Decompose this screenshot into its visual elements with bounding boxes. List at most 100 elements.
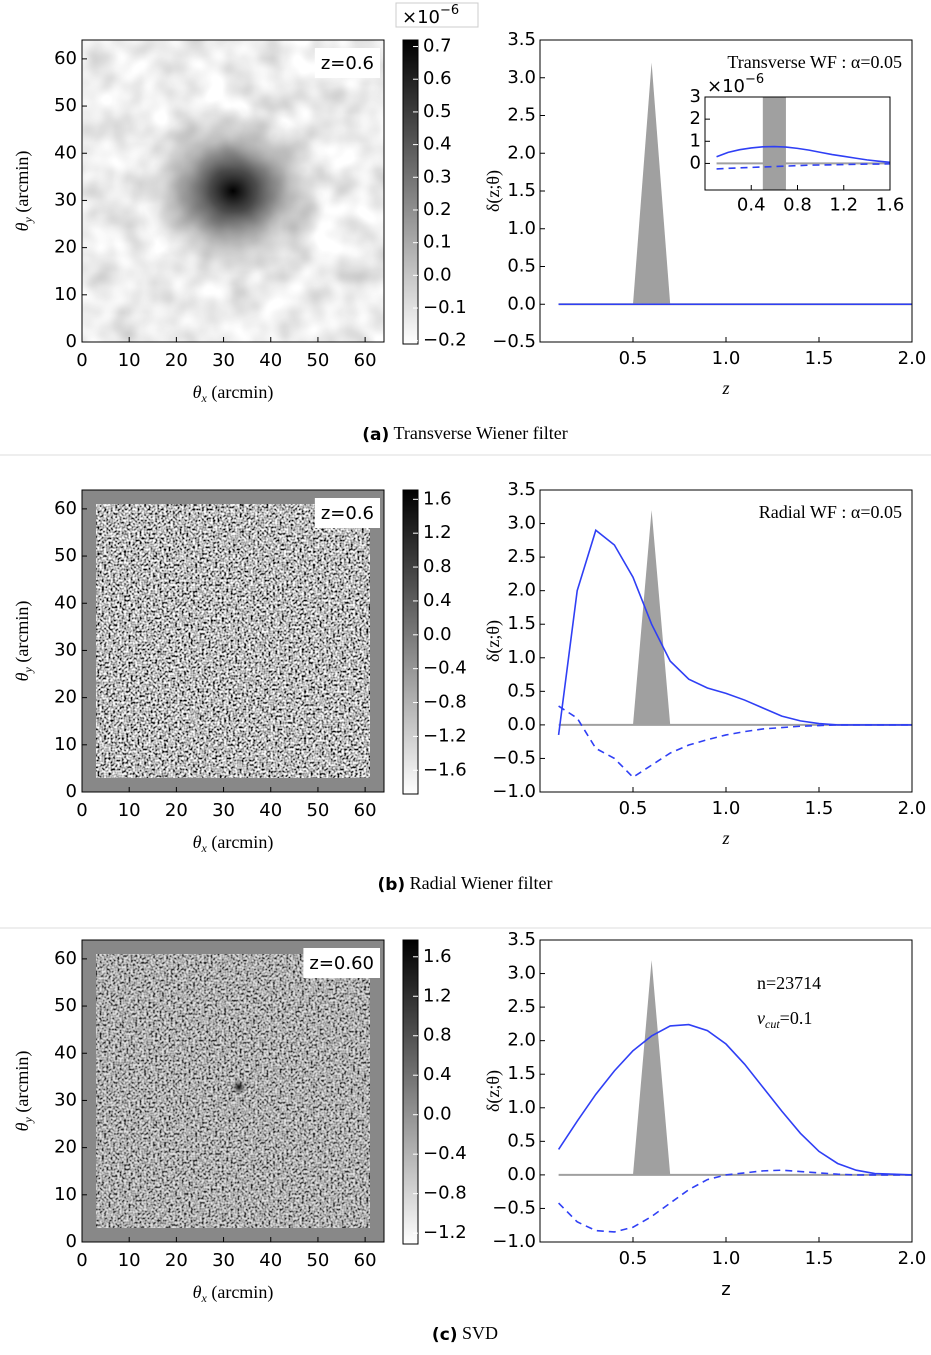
subscript: x bbox=[201, 841, 208, 855]
annotation: n=23714 bbox=[757, 973, 821, 993]
y-tick-label: 2.5 bbox=[507, 105, 536, 126]
x-axis-label: z bbox=[721, 378, 729, 398]
y-tick-label: 0 bbox=[66, 1231, 77, 1252]
x-tick-label: 0 bbox=[76, 350, 87, 371]
symbol: θ bbox=[12, 222, 32, 231]
x-axis-label: z bbox=[721, 1279, 730, 1300]
symbol: θ bbox=[193, 1282, 202, 1302]
plot: 0.5 1.0 1.5 2.0 −1.0 −0.5 0.0 0.5 1.0 1.5 2.0 2.5 3.… bbox=[492, 929, 926, 1269]
x-tick-label: 0.5 bbox=[619, 1248, 648, 1269]
y-tick-label: 0.5 bbox=[507, 680, 536, 701]
x-tick-label: 1.6 bbox=[876, 194, 905, 215]
map-blob bbox=[231, 1079, 247, 1095]
y-axis-label: δ(z;θ) bbox=[483, 170, 504, 212]
y-tick-label: 3.0 bbox=[507, 963, 536, 984]
colorbar-tick-label: −1.6 bbox=[423, 759, 467, 780]
colorbar-tick-label: 0.6 bbox=[423, 68, 452, 89]
y-tick-label: −0.5 bbox=[492, 747, 536, 768]
colorbar-tick-label: 0.0 bbox=[423, 624, 452, 645]
y-tick-label: 2.0 bbox=[507, 142, 536, 163]
annotation: z=0.60 bbox=[309, 953, 374, 974]
y-tick-label: 1.5 bbox=[507, 1063, 536, 1084]
colorbar-tick-label: 1.6 bbox=[423, 488, 452, 509]
x-tick-label: 2.0 bbox=[898, 798, 927, 819]
y-tick-label: 0.0 bbox=[507, 714, 536, 735]
y-tick-label: 40 bbox=[54, 1042, 77, 1063]
x-tick-label: 10 bbox=[118, 800, 141, 821]
colorbar-tick-label: 0.8 bbox=[423, 1025, 452, 1046]
plot: 0.5 1.0 1.5 2.0 −0.5 0.0 0.5 1.0 1.5 2.0 2.5 3.0 3.5 bbox=[492, 29, 926, 369]
exponent: ×10−6 bbox=[402, 3, 459, 29]
x-tick-label: 40 bbox=[259, 800, 282, 821]
subscript: x bbox=[201, 391, 208, 405]
x-tick-label: 40 bbox=[259, 350, 282, 371]
math-label: θy (arcmin) bbox=[12, 601, 35, 682]
y-tick-label: 60 bbox=[54, 948, 77, 969]
y-tick-label: 10 bbox=[54, 734, 77, 755]
annotation-box bbox=[314, 498, 380, 528]
math-label: θy (arcmin) bbox=[12, 1051, 35, 1132]
y-tick-label: 1.0 bbox=[507, 218, 536, 239]
y-tick-label: 10 bbox=[54, 284, 77, 305]
caption-label: (c) bbox=[432, 1325, 458, 1345]
shade bbox=[633, 62, 671, 305]
x-tick-label: 30 bbox=[212, 350, 235, 371]
y-tick-label: 50 bbox=[54, 545, 77, 566]
y-axis-label: δ(z;θ) bbox=[483, 620, 504, 662]
y-tick-label: 60 bbox=[54, 48, 77, 69]
series-line bbox=[558, 1169, 912, 1233]
shade bbox=[633, 960, 671, 1175]
map-image bbox=[96, 504, 370, 778]
series-line bbox=[558, 705, 912, 779]
axes-frame bbox=[539, 489, 913, 793]
series-line bbox=[716, 145, 891, 164]
x-tick-label: 10 bbox=[118, 1250, 141, 1271]
colorbar-tick-label: 0.4 bbox=[423, 590, 452, 611]
math-label: θx (arcmin) bbox=[193, 1282, 274, 1305]
x-tick-label: 20 bbox=[165, 350, 188, 371]
annotation: Transverse WF : α=0.05 bbox=[727, 52, 902, 72]
map-frame bbox=[81, 489, 385, 793]
colorbar-tick-label: −0.4 bbox=[423, 1143, 467, 1164]
x-tick-label: 0 bbox=[76, 800, 87, 821]
symbol: θ bbox=[12, 1122, 32, 1131]
y-tick-label: −0.5 bbox=[492, 1197, 536, 1218]
subscript: cut bbox=[765, 1017, 780, 1031]
colorbar bbox=[402, 939, 419, 1245]
y-tick-label: 0.0 bbox=[507, 293, 536, 314]
colorbar-tick-label: 0.0 bbox=[423, 1104, 452, 1125]
y-tick-label: 1 bbox=[690, 130, 701, 151]
colorbar bbox=[402, 489, 419, 795]
map-blob bbox=[138, 106, 328, 276]
annotation: Radial WF : α=0.05 bbox=[759, 502, 902, 522]
y-tick-label: 20 bbox=[54, 687, 77, 708]
y-tick-label: 40 bbox=[54, 592, 77, 613]
rest: (arcmin) bbox=[207, 382, 273, 403]
y-tick-label: 2.5 bbox=[507, 546, 536, 567]
colorbar-tick-label: 0.1 bbox=[423, 232, 452, 253]
y-tick-label: 0 bbox=[66, 781, 77, 802]
x-tick-label: 40 bbox=[259, 1250, 282, 1271]
x-tick-label: 60 bbox=[354, 1250, 377, 1271]
exponent: ×10−6 bbox=[707, 72, 764, 98]
x-tick-label: 2.0 bbox=[898, 1248, 927, 1269]
colorbar-tick-label: 1.2 bbox=[423, 985, 452, 1006]
x-tick-label: 10 bbox=[118, 350, 141, 371]
colorbar-tick-label: 0.7 bbox=[423, 36, 452, 57]
caption: (a) Transverse Wiener filter bbox=[362, 423, 567, 445]
colorbar-tick-label: −0.2 bbox=[423, 330, 467, 351]
y-tick-label: −1.0 bbox=[492, 781, 536, 802]
x-tick-label: 0.8 bbox=[783, 194, 812, 215]
y-tick-label: 2.5 bbox=[507, 996, 536, 1017]
colorbar-tick-label: −1.2 bbox=[423, 725, 467, 746]
x-tick-label: 30 bbox=[212, 1250, 235, 1271]
y-tick-label: 0 bbox=[66, 331, 77, 352]
caption-text: Transverse Wiener filter bbox=[389, 423, 567, 443]
x-tick-label: 2.0 bbox=[898, 348, 927, 369]
map-frame bbox=[81, 39, 385, 343]
annotation-box bbox=[314, 48, 380, 78]
annotation: z=0.6 bbox=[321, 503, 374, 524]
rest: (arcmin) bbox=[12, 601, 33, 667]
